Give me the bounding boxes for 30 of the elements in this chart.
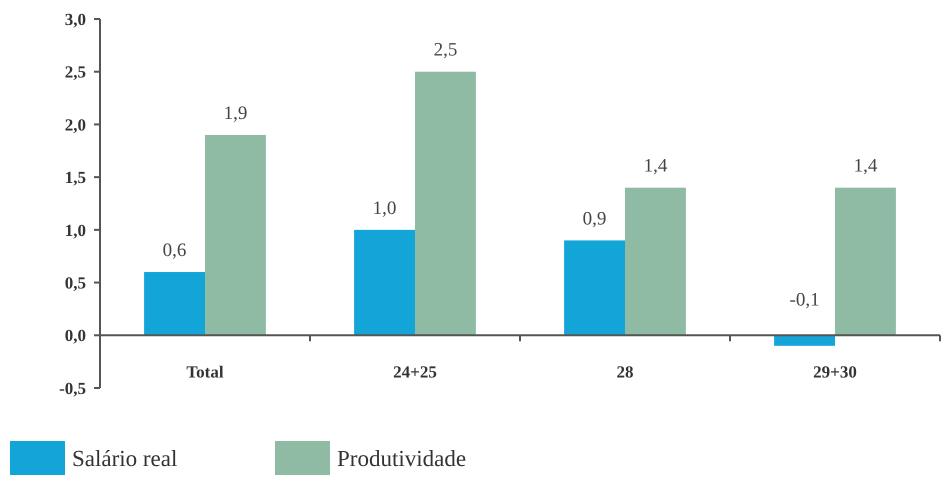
x-tick-label: 24+25: [393, 362, 437, 382]
x-tick-label: 29+30: [813, 362, 857, 382]
y-tick-label: 3,0: [64, 10, 86, 29]
data-label: 2,5: [434, 40, 458, 61]
legend-label: Salário real: [72, 446, 178, 472]
y-tick-label: 2,0: [64, 115, 86, 134]
data-label: -0,1: [790, 289, 820, 310]
data-label: 1,4: [644, 156, 668, 177]
data-label: 1,4: [854, 156, 878, 177]
y-tick-label: -0,5: [59, 378, 86, 398]
bar: [205, 134, 266, 336]
bar: [625, 188, 686, 336]
y-tick-label: 2,5: [64, 62, 86, 82]
data-label: 0,9: [582, 208, 606, 230]
bar: [835, 188, 896, 336]
y-tick-label: 0,5: [64, 274, 86, 293]
bar: [144, 272, 205, 336]
x-tick-label: 28: [616, 362, 634, 382]
data-label: 1,0: [372, 198, 396, 219]
y-tick-label: 1,5: [64, 168, 86, 188]
data-label: 0,6: [162, 240, 186, 262]
bar: [564, 240, 625, 336]
x-tick-label: Total: [186, 362, 224, 382]
data-label: 1,9: [224, 102, 248, 124]
y-tick-label: 1,0: [64, 220, 86, 240]
y-tick-label: 0,0: [64, 326, 86, 346]
bar: [774, 335, 835, 346]
bar: [415, 72, 476, 336]
bar: [354, 230, 415, 336]
legend-label: Produtividade: [337, 446, 466, 472]
